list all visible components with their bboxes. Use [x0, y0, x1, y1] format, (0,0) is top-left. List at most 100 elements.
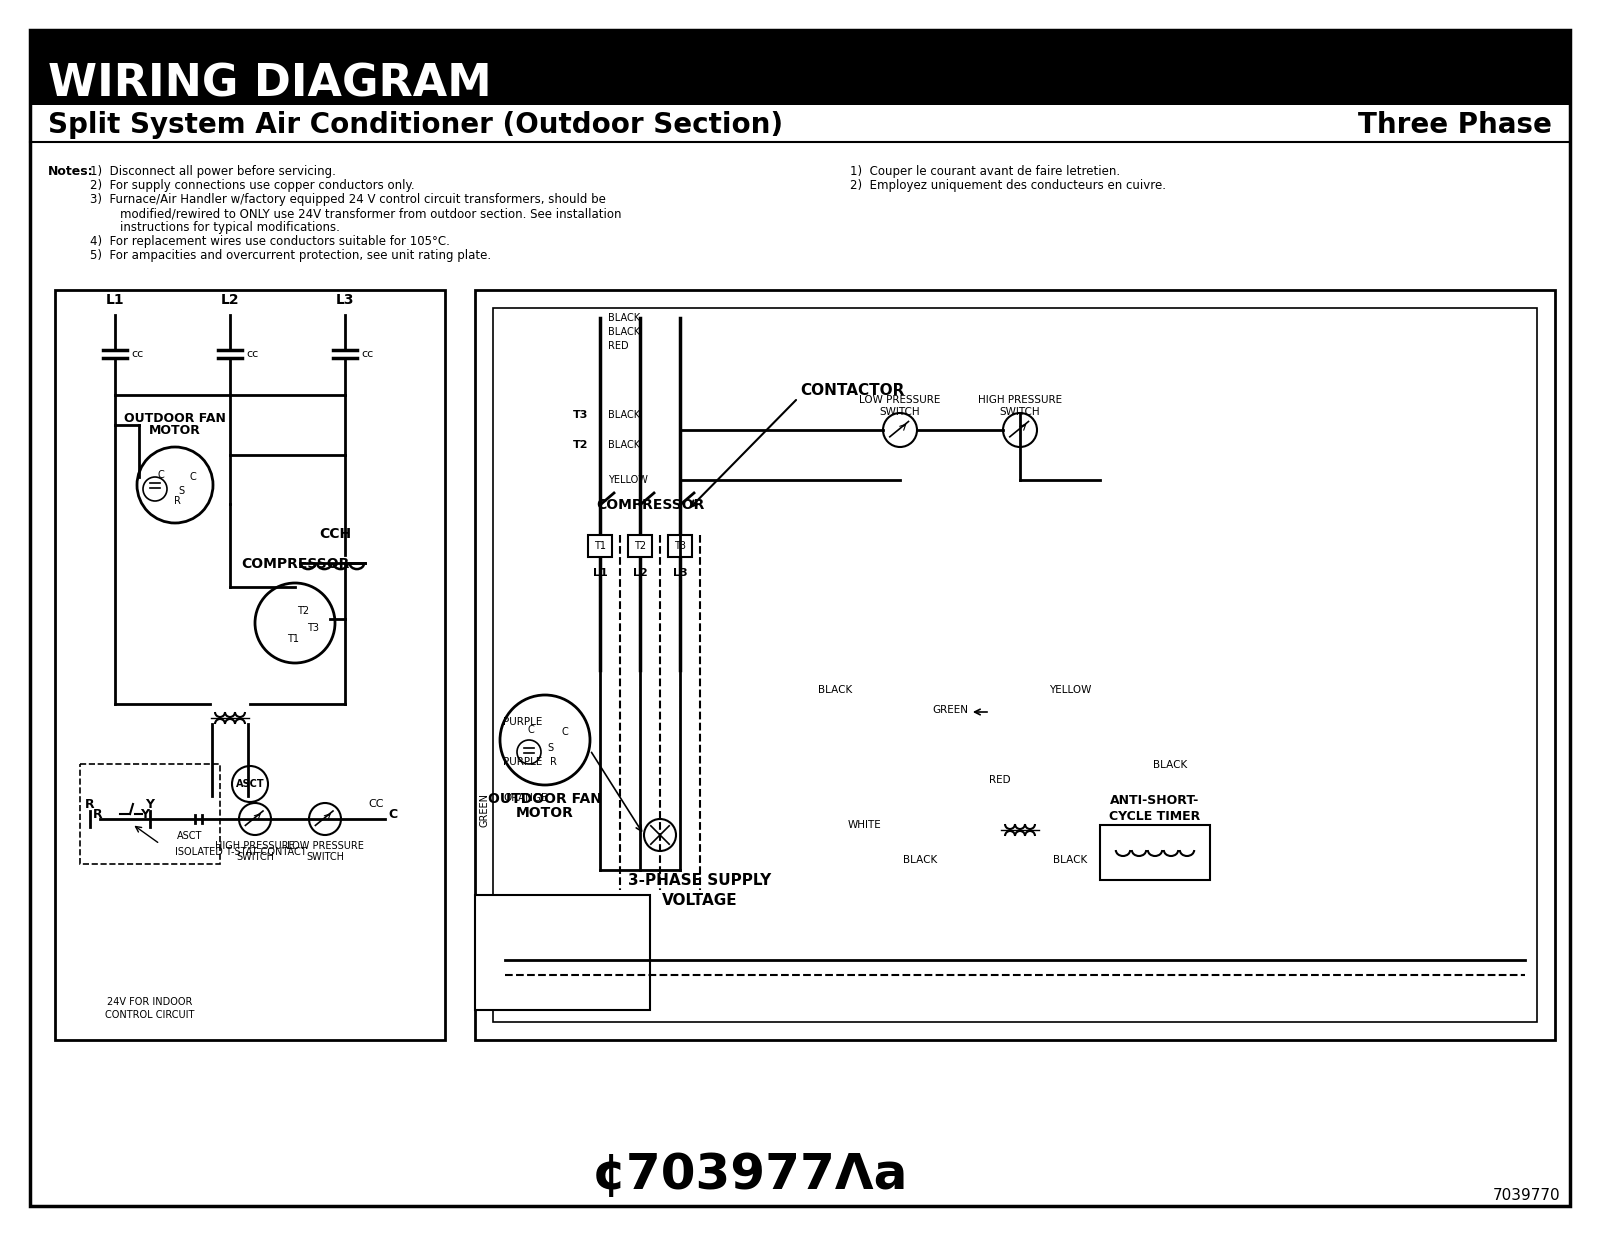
- Text: RED: RED: [989, 775, 1011, 785]
- Text: 3-PHASE SUPPLY: 3-PHASE SUPPLY: [629, 873, 771, 887]
- Text: COMPRESSOR: COMPRESSOR: [595, 498, 704, 512]
- Bar: [475, 290, 1555, 1039]
- Bar: [493, 308, 1538, 1022]
- Text: Y: Y: [146, 797, 155, 811]
- Text: Low Voltage: Low Voltage: [483, 934, 546, 946]
- Text: L3: L3: [672, 569, 688, 578]
- Text: LOW PRESSURE: LOW PRESSURE: [286, 840, 363, 852]
- Text: CYCLE TIMER: CYCLE TIMER: [1109, 810, 1200, 822]
- Text: R: R: [85, 797, 94, 811]
- Text: HIGH PRESSURE: HIGH PRESSURE: [214, 840, 294, 852]
- Text: T3: T3: [674, 541, 686, 551]
- Text: BLACK: BLACK: [818, 685, 853, 695]
- Text: R: R: [1110, 854, 1120, 866]
- Text: GREEN: GREEN: [931, 705, 968, 714]
- Text: LOW PRESSURE: LOW PRESSURE: [859, 396, 941, 405]
- Text: L1: L1: [592, 569, 608, 578]
- Text: ¢703977Λa: ¢703977Λa: [592, 1151, 909, 1199]
- Text: ORANGE: ORANGE: [502, 794, 547, 803]
- Text: R: R: [93, 807, 102, 821]
- Text: ASCT: ASCT: [178, 831, 203, 840]
- Text: SWITCH: SWITCH: [1000, 407, 1040, 417]
- Bar: [589, 535, 611, 557]
- Text: 5)  For ampacities and overcurrent protection, see unit rating plate.: 5) For ampacities and overcurrent protec…: [90, 248, 491, 262]
- Text: YELLOW: YELLOW: [608, 475, 648, 485]
- Text: instructions for typical modifications.: instructions for typical modifications.: [90, 221, 339, 234]
- Text: C: C: [528, 726, 534, 735]
- Text: C: C: [158, 470, 165, 480]
- Bar: [54, 290, 445, 1039]
- Text: BLACK: BLACK: [902, 855, 938, 865]
- Bar: [669, 535, 691, 557]
- Text: BLACK: BLACK: [1053, 855, 1086, 865]
- Text: OUTDOOR FAN: OUTDOOR FAN: [488, 792, 602, 806]
- Text: C: C: [1186, 854, 1195, 866]
- Text: T1: T1: [594, 541, 606, 551]
- Text: Three Phase: Three Phase: [1358, 111, 1552, 138]
- Text: cc: cc: [362, 349, 373, 358]
- Text: CONTROL CIRCUIT: CONTROL CIRCUIT: [106, 1010, 195, 1020]
- Text: BLACK: BLACK: [1154, 760, 1187, 770]
- Text: C: C: [389, 807, 397, 821]
- Text: cc: cc: [246, 349, 258, 358]
- Text: 1)  Disconnect all power before servicing.: 1) Disconnect all power before servicing…: [90, 164, 336, 178]
- Text: Split System Air Conditioner (Outdoor Section): Split System Air Conditioner (Outdoor Se…: [48, 111, 782, 138]
- Bar: [627, 535, 653, 557]
- Text: VOLTAGE: VOLTAGE: [662, 892, 738, 907]
- Text: C: C: [190, 472, 197, 482]
- Text: PURPLE: PURPLE: [502, 717, 542, 727]
- Bar: [1101, 824, 1210, 880]
- Text: T1: T1: [286, 634, 299, 644]
- Bar: [30, 30, 1570, 105]
- Text: PURPLE: PURPLE: [502, 756, 542, 768]
- Text: CONTACTOR: CONTACTOR: [800, 382, 904, 398]
- Text: High Voltage: High Voltage: [483, 971, 549, 981]
- Text: T2: T2: [298, 606, 309, 616]
- Text: modified/rewired to ONLY use 24V transformer from outdoor section. See installat: modified/rewired to ONLY use 24V transfo…: [90, 206, 621, 220]
- Text: ASCT: ASCT: [235, 779, 264, 789]
- Text: YELLOW: YELLOW: [1050, 685, 1091, 695]
- Text: T3: T3: [307, 623, 318, 633]
- Text: COMPRESSOR: COMPRESSOR: [242, 557, 349, 571]
- Text: 2)  For supply connections use copper conductors only.: 2) For supply connections use copper con…: [90, 179, 414, 192]
- Text: Factory Wiring: Factory Wiring: [483, 950, 574, 960]
- Text: MOTOR: MOTOR: [149, 424, 202, 438]
- Text: cc: cc: [131, 349, 144, 358]
- Text: T3: T3: [573, 410, 589, 420]
- Text: R: R: [173, 496, 181, 506]
- Text: Low Voltage: Low Voltage: [483, 989, 546, 999]
- Text: GREEN: GREEN: [480, 794, 490, 827]
- Text: T2: T2: [573, 440, 589, 450]
- Text: ISOLATED T-STAT CONTACT: ISOLATED T-STAT CONTACT: [174, 847, 307, 857]
- Text: BLACK: BLACK: [608, 328, 640, 337]
- Text: L2: L2: [221, 293, 240, 307]
- Text: 7039770: 7039770: [1493, 1188, 1560, 1203]
- Text: CC: CC: [368, 798, 384, 810]
- Text: ANTI-SHORT-: ANTI-SHORT-: [1110, 794, 1200, 807]
- Text: OUTDOOR FAN: OUTDOOR FAN: [125, 412, 226, 425]
- Text: Field Wiring: Field Wiring: [483, 904, 558, 913]
- Text: WIRING DIAGRAM: WIRING DIAGRAM: [48, 63, 491, 105]
- Text: L2: L2: [632, 569, 648, 578]
- Text: 4)  For replacement wires use conductors suitable for 105°C.: 4) For replacement wires use conductors …: [90, 235, 450, 248]
- Text: MOTOR: MOTOR: [517, 806, 574, 819]
- Text: SWITCH: SWITCH: [306, 852, 344, 861]
- Bar: [475, 895, 650, 1010]
- Text: C: C: [562, 727, 568, 737]
- Text: SWITCH: SWITCH: [880, 407, 920, 417]
- Text: RED: RED: [608, 341, 629, 351]
- Text: CCH: CCH: [318, 527, 350, 541]
- Text: 3)  Furnace/Air Handler w/factory equipped 24 V control circuit transformers, sh: 3) Furnace/Air Handler w/factory equippe…: [90, 193, 606, 206]
- Text: T2: T2: [634, 541, 646, 551]
- Text: BLACK: BLACK: [608, 313, 640, 323]
- Text: 24V FOR INDOOR: 24V FOR INDOOR: [107, 997, 192, 1007]
- Text: WHITE: WHITE: [848, 819, 882, 831]
- Text: R: R: [549, 756, 557, 768]
- Text: BLACK: BLACK: [608, 440, 640, 450]
- Text: 2)  Employez uniquement des conducteurs en cuivre.: 2) Employez uniquement des conducteurs e…: [850, 179, 1166, 192]
- Text: High Voltage: High Voltage: [483, 917, 549, 927]
- Text: Y: Y: [1150, 854, 1160, 866]
- Text: BLACK: BLACK: [608, 410, 640, 420]
- Text: L3: L3: [336, 293, 354, 307]
- Text: HIGH PRESSURE: HIGH PRESSURE: [978, 396, 1062, 405]
